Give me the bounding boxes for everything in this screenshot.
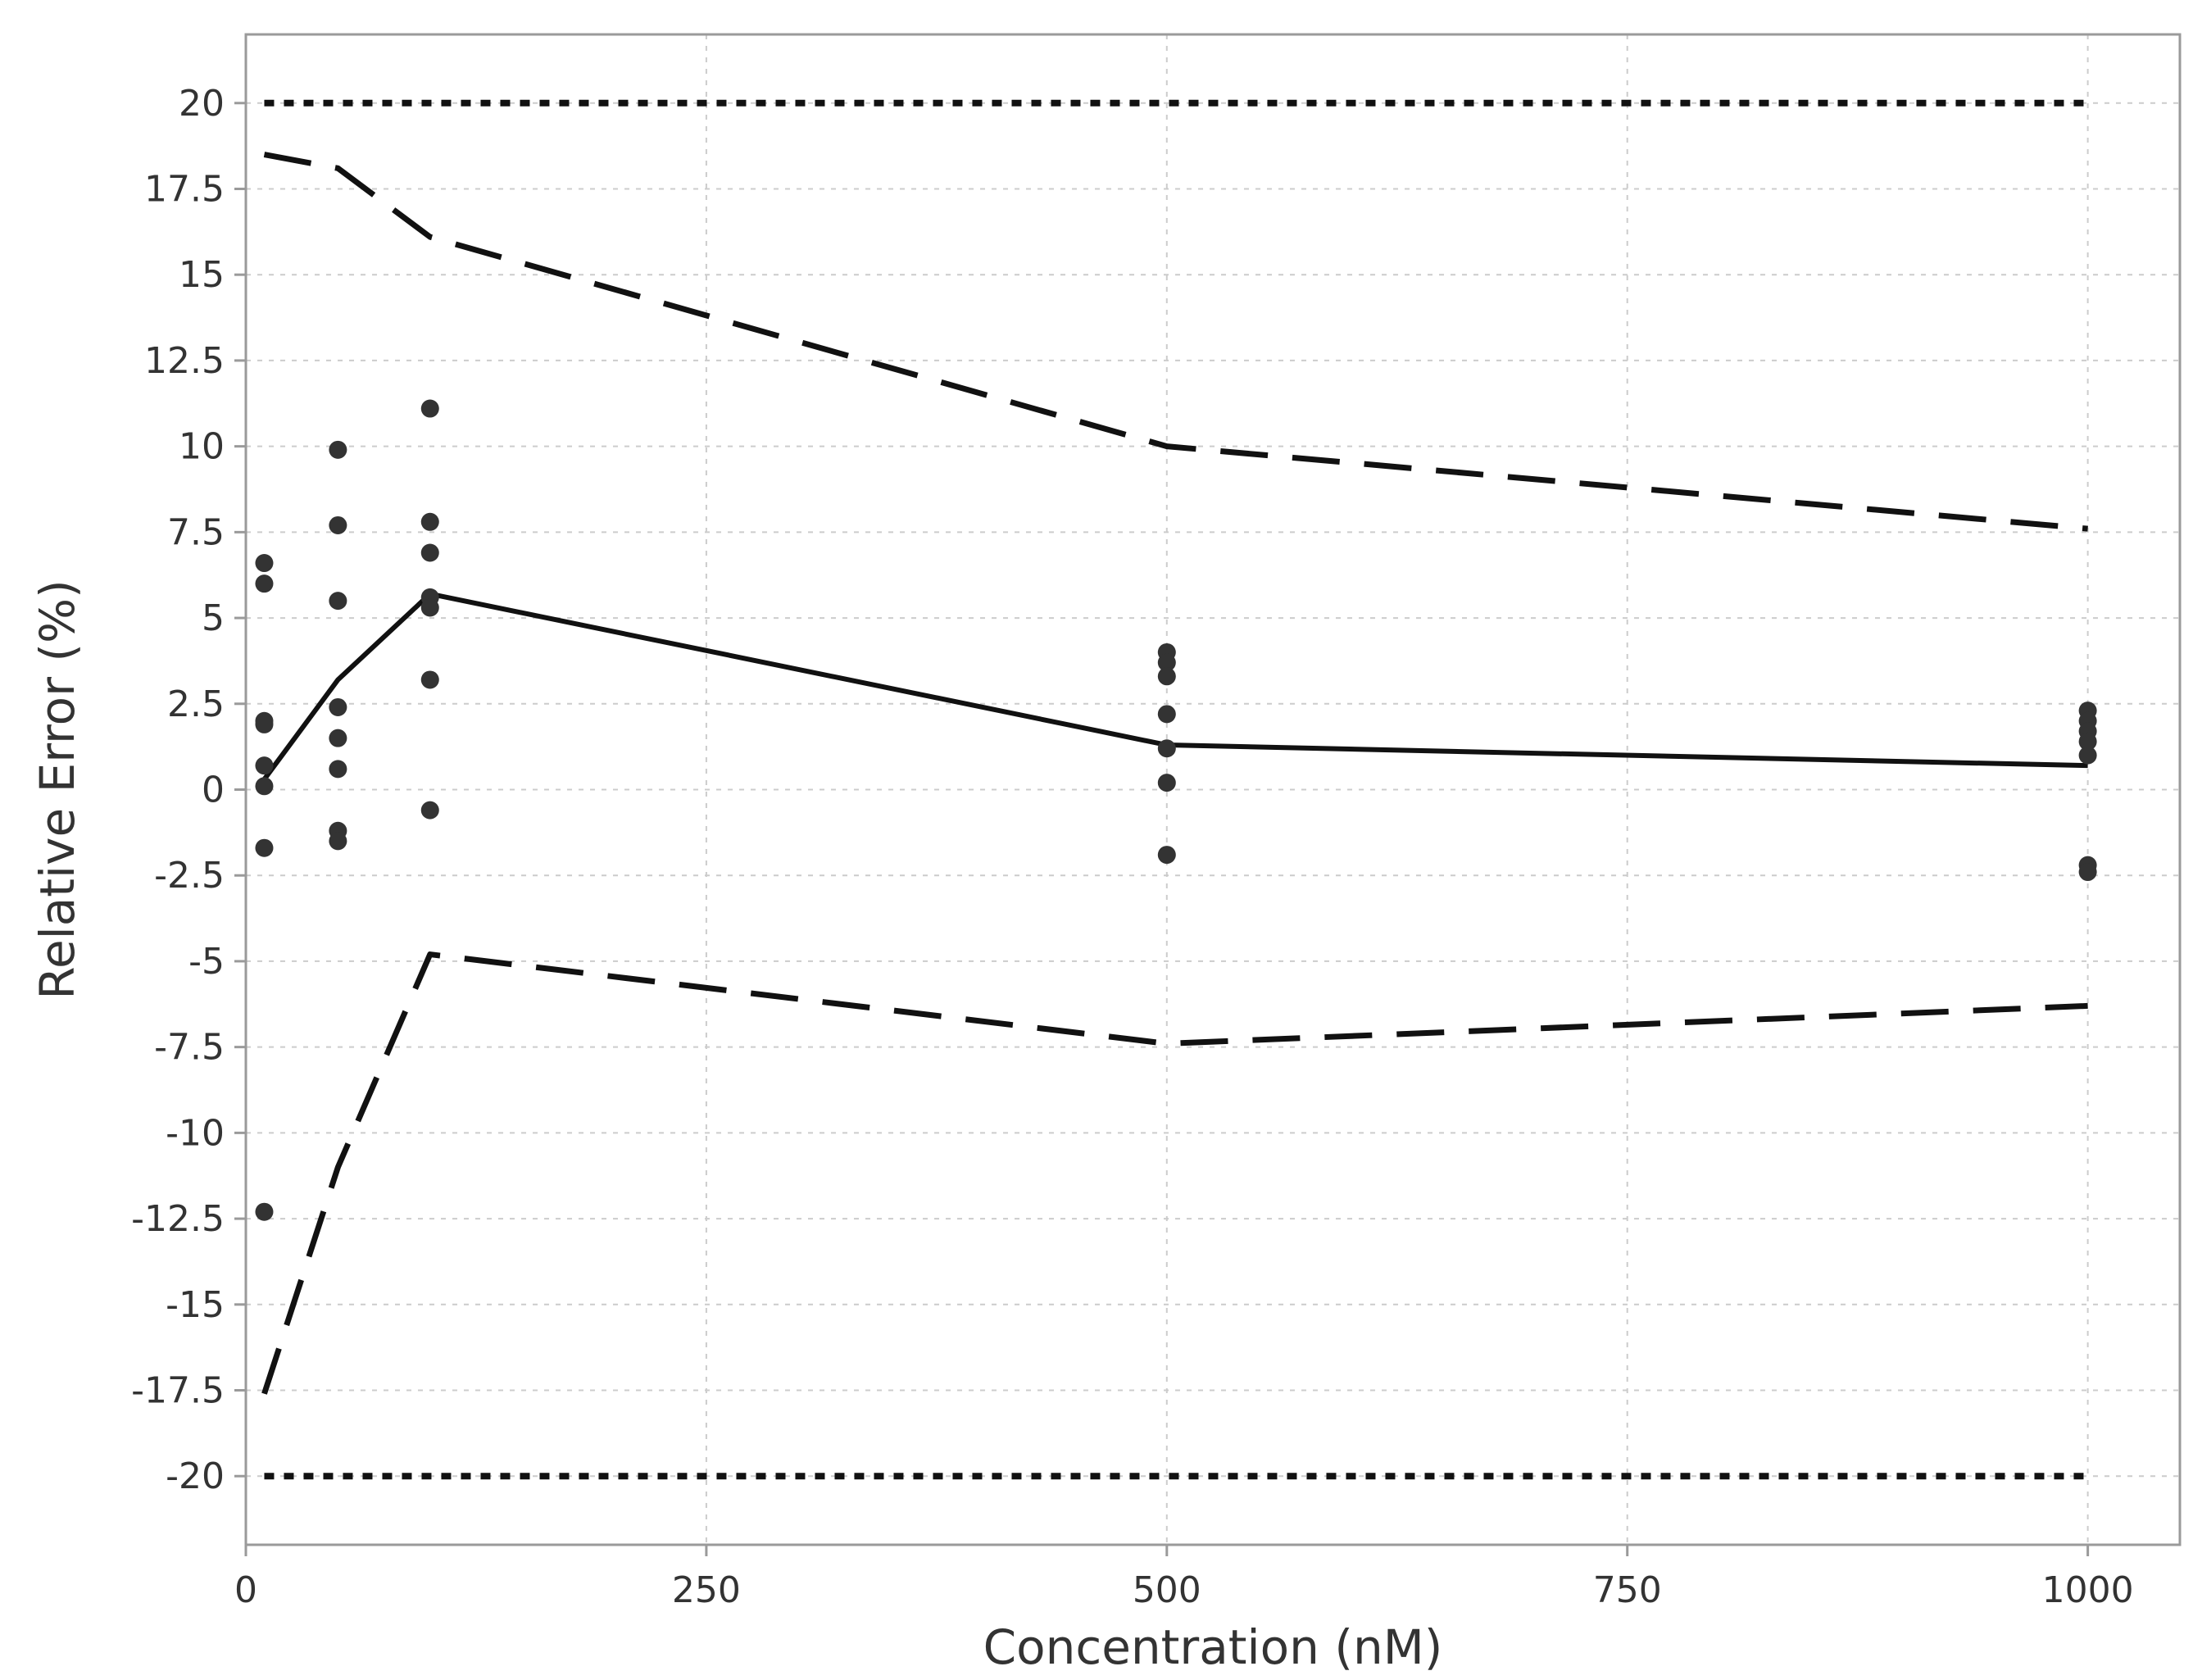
x-tick-label: 1000 (2042, 1569, 2134, 1611)
y-tick-label: 2.5 (167, 683, 225, 725)
data-point (329, 729, 347, 747)
data-point (329, 592, 347, 611)
data-point (329, 440, 347, 459)
x-tick-label: 250 (672, 1569, 741, 1611)
data-point (255, 574, 274, 593)
data-point (420, 801, 439, 820)
data-point (1157, 739, 1176, 758)
data-point (1157, 653, 1176, 672)
y-tick-label: 7.5 (167, 511, 225, 553)
y-tick-label: 15 (179, 254, 225, 296)
data-point (255, 554, 274, 573)
data-point (2078, 863, 2097, 882)
data-point (329, 697, 347, 716)
data-point (1157, 846, 1176, 865)
x-tick-label: 0 (234, 1569, 257, 1611)
y-tick-label: -20 (166, 1455, 225, 1497)
data-point (2078, 732, 2097, 751)
x-axis-title: Concentration (nM) (983, 1619, 1443, 1675)
series-line-solid-1 (262, 591, 2088, 781)
y-tick-label: -17.5 (131, 1370, 225, 1412)
data-point (420, 598, 439, 617)
y-tick-label: -7.5 (154, 1027, 225, 1069)
x-tick-label: 750 (1593, 1569, 1662, 1611)
y-tick-label: -15 (166, 1284, 225, 1326)
data-point (1157, 705, 1176, 724)
x-tick-label: 500 (1133, 1569, 1201, 1611)
y-tick-label: 5 (202, 597, 225, 639)
data-point (255, 715, 274, 733)
y-tick-label: -2.5 (154, 855, 225, 897)
y-axis-title: Relative Error (%) (30, 579, 85, 1000)
y-tick-label: 10 (179, 426, 225, 468)
y-tick-label: -5 (188, 941, 225, 983)
y-tick-label: -12.5 (131, 1198, 225, 1240)
series-line-dashed-2 (261, 951, 2088, 1395)
y-tick-label: 20 (179, 83, 225, 125)
data-point (255, 838, 274, 857)
data-point (420, 670, 439, 689)
data-point (255, 777, 274, 796)
y-tick-label: -10 (166, 1112, 225, 1154)
series-line-dashed-0 (263, 152, 2088, 532)
y-tick-label: 17.5 (144, 168, 225, 210)
grid (246, 34, 2180, 1545)
y-axis-ticks: 20 17.5 15 12.5 10 7.5 5 2.5 0 -2.5 -5 -7.5 -10 -12.5… (131, 83, 246, 1497)
data-point (420, 543, 439, 562)
data-point (420, 399, 439, 418)
data-point (1157, 774, 1176, 792)
data-point (2078, 746, 2097, 765)
data-point (329, 760, 347, 779)
y-tick-label: 0 (202, 770, 225, 811)
x-axis-ticks: 0 250 500 750 1000 (234, 1545, 2134, 1611)
data-point (255, 1202, 274, 1221)
data-point (1157, 667, 1176, 686)
data-point (329, 832, 347, 851)
points-layer (255, 399, 2097, 1221)
data-point (255, 756, 274, 775)
y-tick-label: 12.5 (144, 340, 225, 382)
data-point (329, 515, 347, 534)
data-point (420, 512, 439, 531)
